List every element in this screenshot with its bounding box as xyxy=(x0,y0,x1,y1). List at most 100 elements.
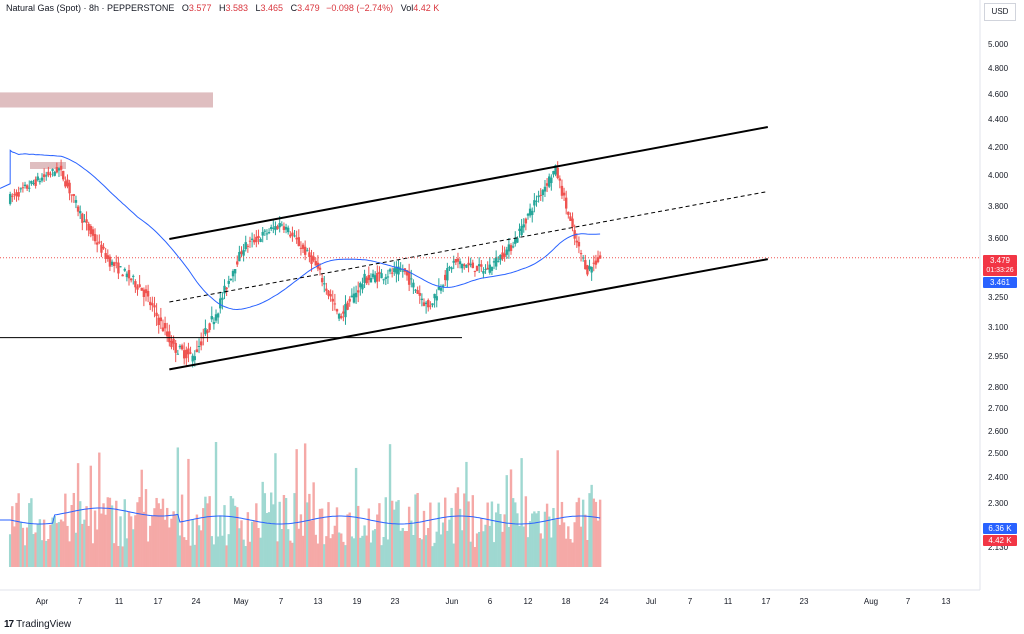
candle-body xyxy=(444,274,447,281)
candle-body xyxy=(558,178,562,181)
price-tick-label: 3.600 xyxy=(988,234,1009,243)
volume-bar xyxy=(327,502,330,567)
volume-value: 4.42 K xyxy=(413,3,440,13)
volume-bar xyxy=(295,449,298,567)
candle-body xyxy=(100,244,103,253)
volume-bar xyxy=(255,503,258,567)
high-label: H xyxy=(218,3,226,13)
candle-body xyxy=(233,268,237,274)
candle-body xyxy=(333,303,337,305)
candle-body xyxy=(15,192,18,197)
volume-bar xyxy=(581,499,585,567)
candle-body xyxy=(32,183,35,185)
volume-bar xyxy=(265,513,269,567)
volume-bar xyxy=(562,522,566,567)
candle-body xyxy=(518,228,521,231)
candle-body xyxy=(83,221,86,223)
candle-body xyxy=(310,255,313,264)
tradingview-logo[interactable]: 17 TradingView xyxy=(4,619,71,630)
candle-body xyxy=(335,309,339,312)
symbol-title[interactable]: Natural Gas (Spot) · 8h · PEPPERSTONE xyxy=(6,3,175,13)
time-tick-label: 23 xyxy=(799,597,809,606)
volume-bar xyxy=(108,497,112,567)
volume-bar xyxy=(123,499,126,567)
candle-body xyxy=(49,173,52,175)
currency-button[interactable]: USD xyxy=(984,3,1016,21)
volume-bar xyxy=(318,508,322,567)
volume-bar xyxy=(303,443,307,567)
candle-body xyxy=(257,235,260,238)
symbol-header[interactable]: Natural Gas (Spot) · 8h · PEPPERSTONE O3… xyxy=(6,3,439,13)
candle-body xyxy=(157,317,160,326)
volume-bar xyxy=(257,528,260,567)
candle-body xyxy=(533,200,536,206)
candle-body xyxy=(244,242,247,250)
volume-bar xyxy=(119,516,122,567)
candle-body xyxy=(390,272,394,274)
open-value: 3.577 xyxy=(188,3,212,13)
candle-body xyxy=(253,239,256,243)
candle-body xyxy=(127,270,131,279)
volume-bar xyxy=(197,525,201,567)
time-tick-label: 7 xyxy=(278,597,284,606)
volume-bar xyxy=(342,541,345,567)
candle-body xyxy=(119,266,122,268)
volume-bar xyxy=(596,520,600,567)
candle-body xyxy=(514,237,517,244)
volume-bar xyxy=(477,531,481,567)
candle-body xyxy=(556,167,559,179)
volume-bar xyxy=(66,525,69,567)
candle-body xyxy=(286,227,290,233)
candle-body xyxy=(64,181,67,187)
candle-body xyxy=(295,237,298,240)
candle-body xyxy=(528,208,532,216)
volume-bar xyxy=(36,523,39,567)
close-value: 3.479 xyxy=(297,3,320,13)
candle-body xyxy=(320,278,324,283)
candle-body xyxy=(524,218,528,224)
candle-body xyxy=(458,261,462,265)
volume-bar xyxy=(514,502,517,567)
volume-bar xyxy=(204,496,207,567)
candle-body xyxy=(424,302,428,305)
candle-body xyxy=(564,197,568,209)
volume-bar xyxy=(227,534,230,567)
candle-body xyxy=(465,265,468,268)
candle-body xyxy=(537,195,540,198)
volume-bar xyxy=(386,539,390,567)
candle-body xyxy=(151,303,154,306)
candle-body xyxy=(569,216,572,221)
volume-bar xyxy=(312,482,315,567)
volume-bar xyxy=(361,535,364,567)
volume-bar xyxy=(172,511,175,567)
volume-bar xyxy=(494,512,498,567)
candle-body xyxy=(420,298,424,301)
candle-body xyxy=(21,187,25,189)
volume-bar xyxy=(267,512,271,567)
volume-bar xyxy=(225,545,228,567)
volume-bar xyxy=(289,540,292,567)
volume-label: Vol xyxy=(400,3,414,13)
volume-bar xyxy=(191,519,194,567)
time-tick-label: 11 xyxy=(114,597,124,606)
volume-bar xyxy=(433,542,436,567)
candle-body xyxy=(473,270,477,272)
candle-body xyxy=(117,262,120,274)
volume-bar xyxy=(376,514,379,567)
volume-bar xyxy=(350,536,354,567)
candle-body xyxy=(79,211,82,214)
candle-body xyxy=(11,195,14,197)
volume-bar xyxy=(420,539,424,567)
candle-body xyxy=(25,185,29,189)
candle-body xyxy=(70,194,73,196)
candle-body xyxy=(486,267,489,270)
candle-body xyxy=(352,293,356,303)
candle-body xyxy=(121,274,124,277)
candle-body xyxy=(30,180,33,184)
volume-bar xyxy=(340,533,343,567)
volume-bar xyxy=(98,452,101,567)
candle-body xyxy=(161,327,165,332)
volume-bar xyxy=(539,533,542,567)
candle-body xyxy=(166,331,169,337)
